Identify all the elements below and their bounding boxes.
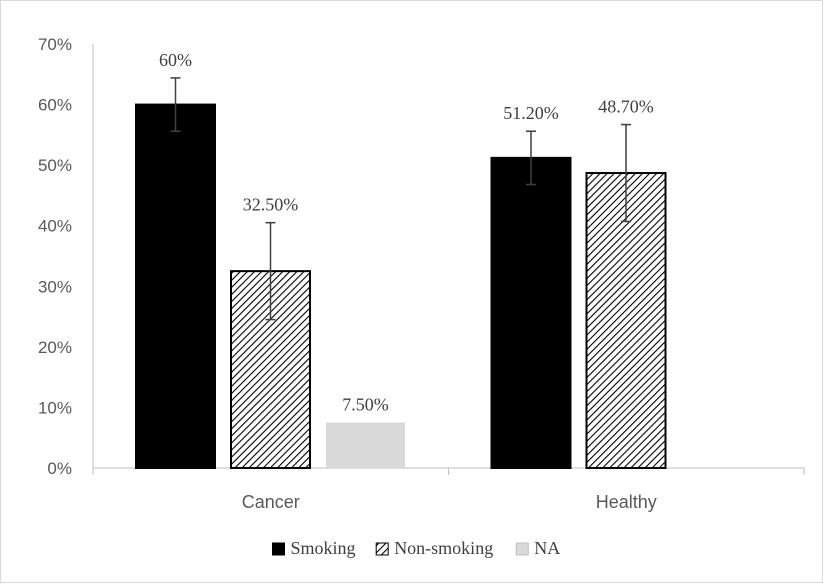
y-tick-label: 20% [38,338,72,357]
y-tick-label: 0% [47,459,72,478]
data-label: 7.50% [342,395,389,415]
y-tick-label: 40% [38,217,72,236]
data-label: 60% [159,50,192,70]
legend-label-non-smoking: Non-smoking [394,538,493,558]
data-label: 51.20% [503,103,559,123]
bar-na-cancer [326,422,405,468]
legend-swatch-non-smoking [375,542,389,556]
x-tick-label: Cancer [242,492,300,512]
x-tick-label: Healthy [596,492,657,512]
legend-label-smoking: Smoking [291,538,356,558]
y-tick-label: 10% [38,398,72,417]
error-bars [170,77,631,321]
legend-swatch-smoking [272,542,285,556]
y-tick-label: 30% [38,277,72,296]
legend: Smoking Non-smoking NA [272,538,560,558]
data-labels: 60% 32.50% 7.50% 51.20% 48.70% [159,50,654,415]
bars [135,103,667,469]
y-tick-label: 60% [38,96,72,115]
y-tick-label: 70% [38,35,72,54]
data-label: 48.70% [598,97,654,117]
legend-label-na: NA [534,538,560,558]
bar-smoking-cancer [135,103,216,469]
bar-non-smoking-healthy [585,172,667,469]
y-axis-tick-labels: 0% 10% 20% 30% 40% 50% 60% 70% [38,35,72,478]
x-axis-tick-labels: Cancer Healthy [242,492,657,512]
bar-smoking-healthy [490,156,572,469]
y-tick-label: 50% [38,156,72,175]
legend-swatch-na [515,542,529,556]
data-label: 32.50% [243,195,299,215]
